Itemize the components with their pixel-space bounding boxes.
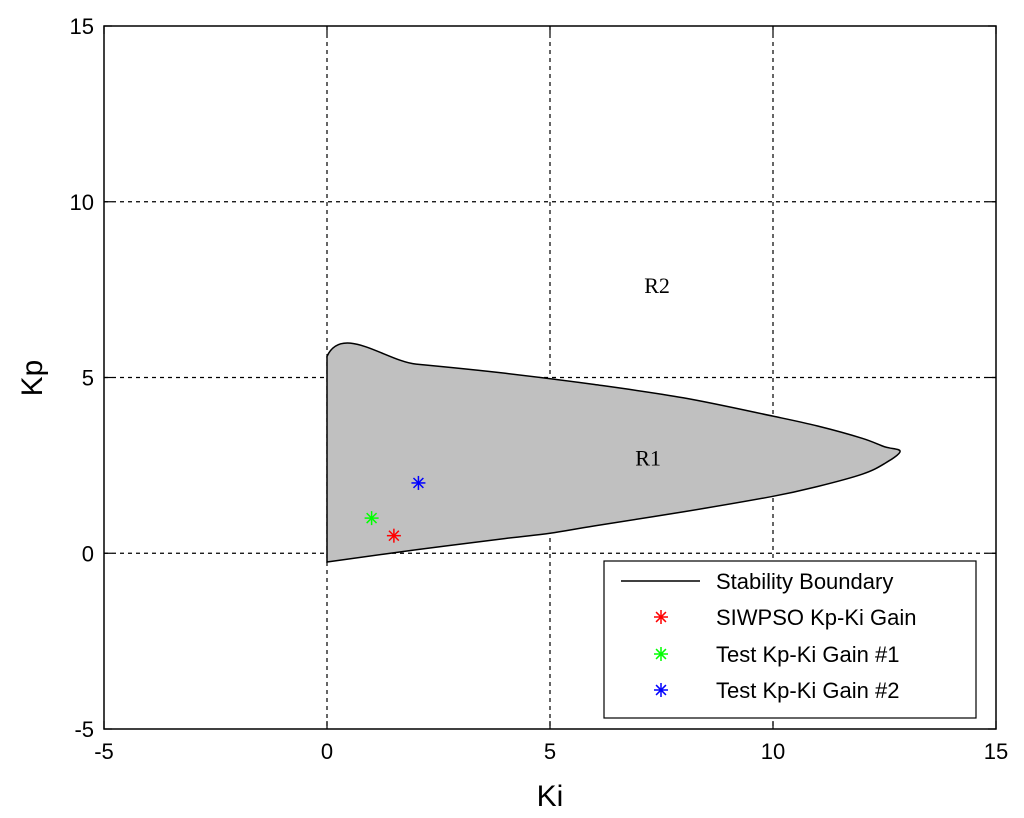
x-axis-label: Ki (537, 780, 564, 813)
y-tick-label: 5 (82, 366, 94, 391)
gain-markers (364, 475, 426, 543)
legend-label-test-2: Test Kp-Ki Gain #2 (716, 678, 899, 703)
legend-label-test-1: Test Kp-Ki Gain #1 (716, 642, 899, 667)
y-tick-labels: -5 0 5 10 15 (70, 14, 94, 742)
legend-box (603, 560, 977, 719)
y-tick-label: 15 (70, 14, 94, 39)
gain-marker-1 (386, 528, 401, 543)
legend: Stability Boundary SIWPSO Kp-Ki Gain Tes… (603, 560, 977, 719)
legend-marker-2 (654, 647, 668, 661)
y-axis-label: Kp (16, 360, 49, 397)
legend-marker-1 (654, 610, 668, 624)
legend-label-siwpso: SIWPSO Kp-Ki Gain (716, 605, 917, 630)
x-tick-label: 15 (984, 739, 1008, 764)
region-label-r1: R1 (635, 445, 661, 470)
region-label-r2: R2 (644, 273, 670, 298)
y-tick-label: 0 (82, 541, 94, 566)
legend-marker-3 (654, 683, 668, 697)
legend-label-boundary: Stability Boundary (716, 569, 893, 594)
x-tick-label: -5 (94, 739, 114, 764)
region-annotations: R1 R2 (635, 273, 670, 470)
tick-marks (103, 25, 997, 730)
x-tick-label: 5 (544, 739, 556, 764)
x-tick-labels: -5 0 5 10 15 (94, 739, 1008, 764)
x-tick-label: 10 (761, 739, 785, 764)
stability-boundary-region (326, 342, 901, 563)
y-tick-label: 10 (70, 190, 94, 215)
gain-marker-2 (364, 511, 379, 526)
x-tick-label: 0 (321, 739, 333, 764)
y-tick-label: -5 (74, 717, 94, 742)
gain-marker-3 (411, 475, 426, 490)
